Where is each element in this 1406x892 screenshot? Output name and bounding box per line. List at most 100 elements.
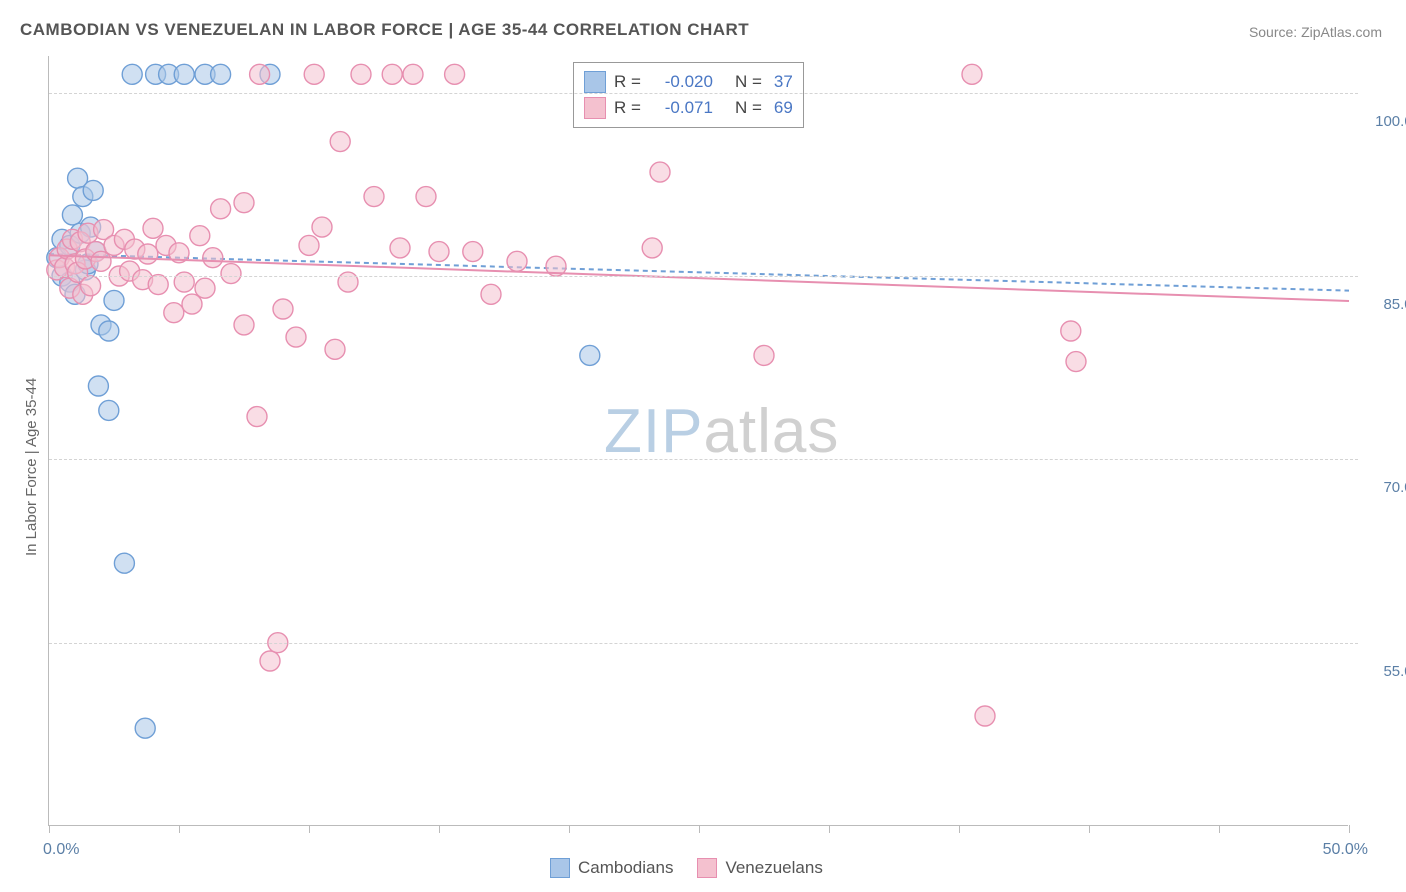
plot-area: ZIPatlas R =-0.020N =37R =-0.071N =69 In… — [48, 56, 1348, 826]
gridline-h — [49, 276, 1358, 277]
data-point — [304, 64, 324, 84]
stats-row: R = -0.071 N = 69 — [584, 95, 793, 121]
legend-swatch — [697, 858, 717, 878]
data-point — [164, 303, 184, 323]
data-point — [62, 205, 82, 225]
data-point — [382, 64, 402, 84]
data-point — [234, 193, 254, 213]
data-point — [463, 242, 483, 262]
data-point — [1061, 321, 1081, 341]
data-point — [138, 244, 158, 264]
data-point — [364, 187, 384, 207]
data-point — [1066, 352, 1086, 372]
data-point — [273, 299, 293, 319]
r-value: -0.020 — [649, 72, 713, 92]
legend-item: Venezuelans — [697, 858, 822, 878]
data-point — [211, 64, 231, 84]
x-tick — [309, 825, 310, 833]
x-tick — [699, 825, 700, 833]
r-label: R = — [614, 98, 641, 118]
source-label: Source: ZipAtlas.com — [1249, 24, 1382, 40]
x-label-left: 0.0% — [43, 841, 79, 859]
x-tick — [569, 825, 570, 833]
data-point — [299, 235, 319, 255]
legend-swatch — [584, 97, 606, 119]
legend-label: Cambodians — [578, 858, 673, 878]
r-value: -0.071 — [649, 98, 713, 118]
y-tick-label: 55.0% — [1383, 663, 1406, 680]
data-point — [429, 242, 449, 262]
data-point — [330, 132, 350, 152]
data-point — [325, 339, 345, 359]
data-point — [195, 278, 215, 298]
trend-line — [49, 254, 1349, 291]
stats-row: R = -0.020 N = 37 — [584, 69, 793, 95]
data-point — [190, 226, 210, 246]
data-point — [247, 407, 267, 427]
y-tick-label: 100.0% — [1375, 113, 1406, 130]
data-point — [148, 275, 168, 295]
gridline-h — [49, 459, 1358, 460]
data-point — [403, 64, 423, 84]
data-point — [975, 706, 995, 726]
data-point — [211, 199, 231, 219]
x-tick — [1089, 825, 1090, 833]
n-value: 69 — [774, 98, 793, 118]
data-point — [962, 64, 982, 84]
x-tick — [49, 825, 50, 833]
data-point — [754, 345, 774, 365]
data-point — [122, 64, 142, 84]
y-tick-label: 85.0% — [1383, 296, 1406, 313]
legend-swatch — [584, 71, 606, 93]
x-tick — [1219, 825, 1220, 833]
data-point — [83, 180, 103, 200]
n-value: 37 — [774, 72, 793, 92]
y-tick-label: 70.0% — [1383, 479, 1406, 496]
data-point — [507, 251, 527, 271]
data-point — [81, 276, 101, 296]
data-point — [650, 162, 670, 182]
x-tick — [959, 825, 960, 833]
data-point — [642, 238, 662, 258]
chart-title: CAMBODIAN VS VENEZUELAN IN LABOR FORCE |… — [20, 20, 749, 40]
data-point — [174, 64, 194, 84]
data-point — [203, 248, 223, 268]
gridline-h — [49, 643, 1358, 644]
legend-item: Cambodians — [550, 858, 673, 878]
data-point — [312, 217, 332, 237]
data-point — [221, 264, 241, 284]
data-point — [99, 321, 119, 341]
r-label: R = — [614, 72, 641, 92]
data-point — [416, 187, 436, 207]
n-label: N = — [735, 98, 762, 118]
x-label-right: 50.0% — [1323, 841, 1368, 859]
gridline-h — [49, 93, 1358, 94]
legend-bottom: Cambodians Venezuelans — [550, 858, 823, 878]
x-tick — [179, 825, 180, 833]
data-point — [91, 251, 111, 271]
data-point — [481, 284, 501, 304]
data-point — [351, 64, 371, 84]
n-label: N = — [735, 72, 762, 92]
data-point — [234, 315, 254, 335]
data-point — [182, 294, 202, 314]
data-point — [114, 553, 134, 573]
data-point — [580, 345, 600, 365]
data-point — [260, 651, 280, 671]
scatter-svg — [49, 56, 1348, 825]
y-axis-title: In Labor Force | Age 35-44 — [23, 378, 40, 556]
data-point — [99, 400, 119, 420]
data-point — [135, 718, 155, 738]
data-point — [143, 218, 163, 238]
x-tick — [829, 825, 830, 833]
data-point — [88, 376, 108, 396]
data-point — [445, 64, 465, 84]
legend-label: Venezuelans — [725, 858, 822, 878]
data-point — [104, 290, 124, 310]
stats-box: R = -0.020 N = 37 R = -0.071 N = 69 — [573, 62, 804, 128]
x-tick — [1349, 825, 1350, 833]
legend-swatch — [550, 858, 570, 878]
trend-line — [49, 255, 1349, 301]
data-point — [390, 238, 410, 258]
x-tick — [439, 825, 440, 833]
